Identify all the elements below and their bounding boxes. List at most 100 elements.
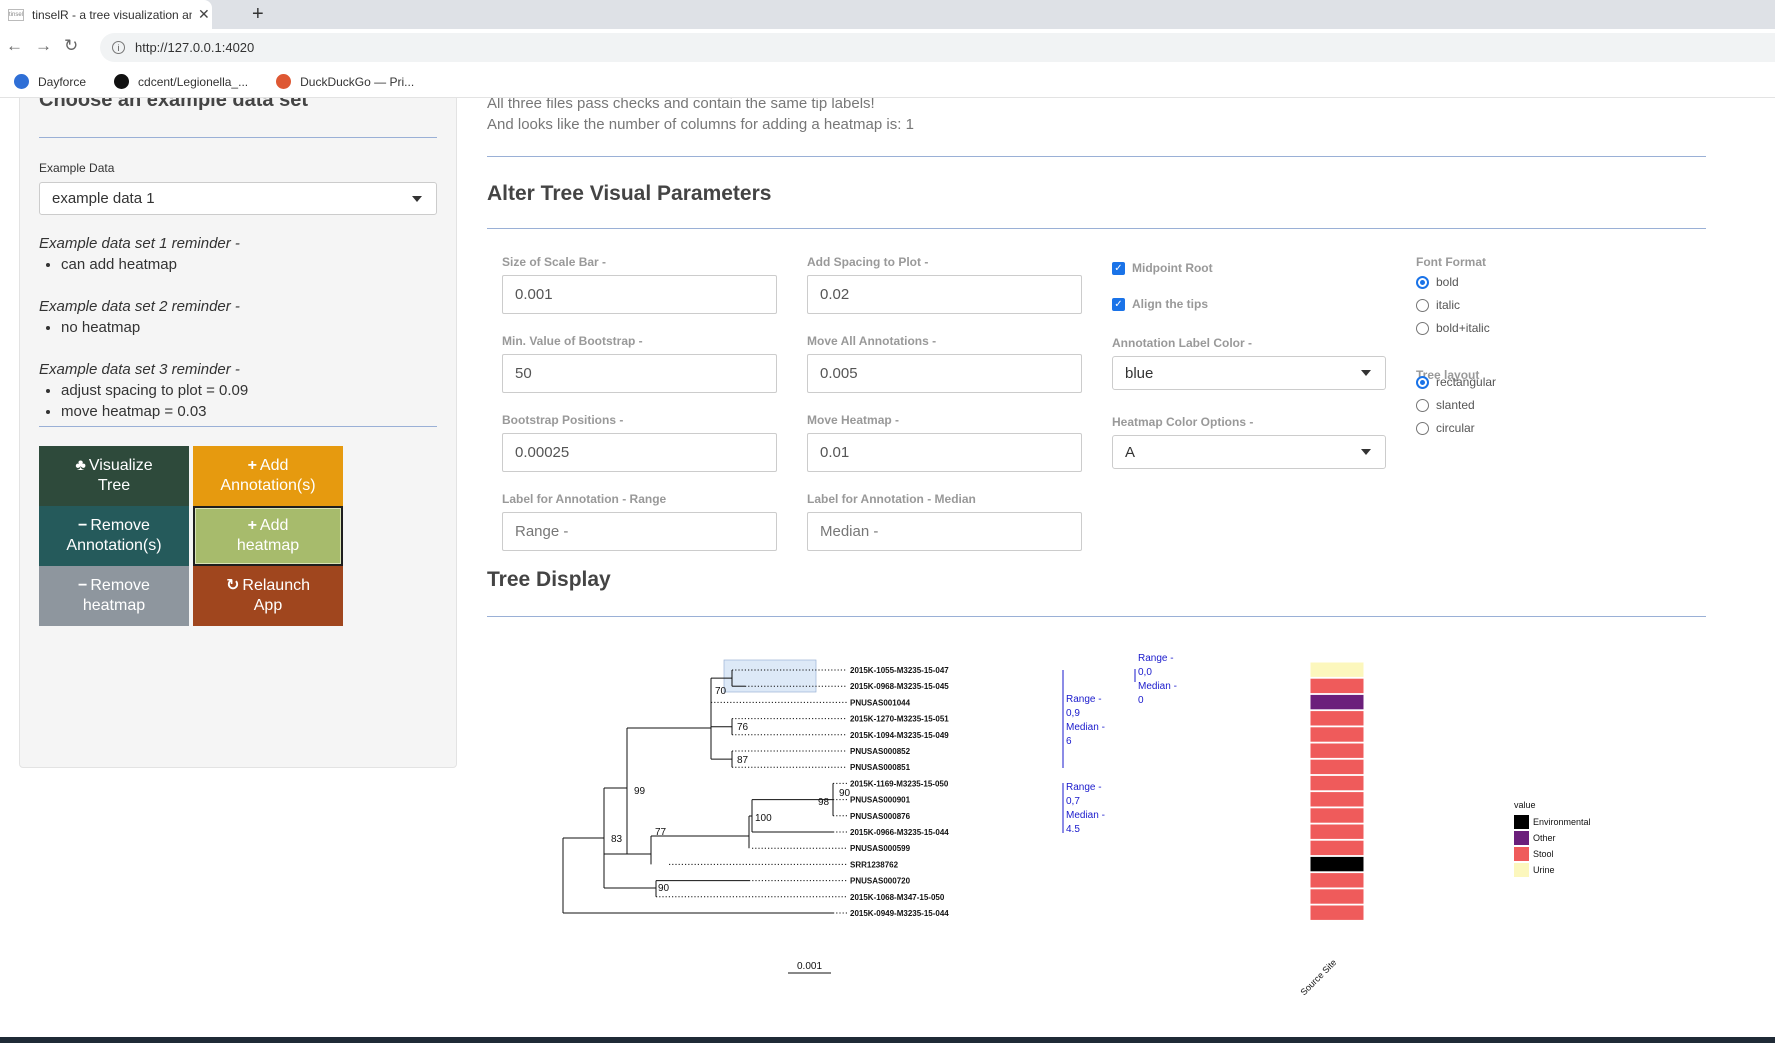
button-label-line: Annotation(s) — [220, 477, 316, 494]
align-tips-label: Align the tips — [1132, 297, 1208, 311]
close-tab-icon[interactable]: ✕ — [198, 6, 210, 22]
radio-label: rectangular — [1436, 375, 1497, 389]
refresh-icon: ↻ — [225, 577, 240, 594]
forward-icon[interactable]: → — [35, 36, 52, 55]
heatmap-cell — [1309, 693, 1365, 711]
reminder-item: can add heatmap — [61, 254, 240, 275]
align-tips-checkbox[interactable]: ✓ Align the tips — [1112, 297, 1208, 311]
heatmap-cell — [1309, 742, 1365, 759]
heatmap-cell — [1309, 726, 1365, 743]
midpoint-root-checkbox[interactable]: ✓ Midpoint Root — [1112, 261, 1213, 275]
annotation-text: 0 — [1138, 695, 1144, 706]
heatmap-cell — [1309, 710, 1365, 727]
remove-heatmap-button[interactable]: − Remove heatmap — [39, 566, 189, 626]
annotation-text: Median - — [1066, 722, 1105, 733]
annotation-color-select[interactable]: blue — [1112, 356, 1386, 390]
site-info-icon[interactable]: i — [112, 41, 125, 54]
tip-label: PNUSAS001044 — [850, 698, 911, 707]
bookmark-label: Dayforce — [38, 74, 87, 89]
example-data-value: example data 1 — [52, 190, 155, 207]
bookmark-item[interactable]: cdcent/Legionella_... — [114, 74, 248, 89]
button-label-line: Remove — [90, 577, 150, 594]
button-label-line: Annotation(s) — [66, 537, 162, 554]
tip-label: PNUSAS000901 — [850, 796, 911, 805]
annotation-text: 0,0 — [1138, 667, 1152, 678]
add-heatmap-button[interactable]: + Add heatmap — [193, 506, 343, 566]
heatmap-cell — [1309, 904, 1365, 921]
reminder-item: move heatmap = 0.03 — [61, 401, 248, 422]
tip-label: 2015K-1068-M347-15-050 — [850, 893, 945, 902]
annotation-text: 0,7 — [1066, 796, 1080, 807]
range-label-input[interactable]: Range - — [502, 512, 777, 551]
example-data-label: Example Data — [39, 161, 115, 175]
scale-bar-label: 0.001 — [797, 961, 822, 972]
legend-swatch — [1514, 863, 1529, 877]
tree-icon: ♣ — [75, 457, 86, 474]
font-format-radio[interactable]: italic — [1416, 298, 1460, 312]
tree-layout-radio[interactable]: circular — [1416, 421, 1475, 435]
button-label-line: App — [253, 597, 283, 614]
reminder-title: Example data set 1 reminder - — [39, 235, 240, 252]
sidebar-divider — [39, 137, 437, 138]
move-annotations-input[interactable]: 0.005 — [807, 354, 1082, 393]
bootstrap-min-input[interactable]: 50 — [502, 354, 777, 393]
dayforce-icon — [14, 74, 29, 89]
tree-layout-radio[interactable]: rectangular — [1416, 375, 1496, 389]
radio-label: italic — [1436, 298, 1461, 312]
add-annotations-button[interactable]: + Add Annotation(s) — [193, 446, 343, 506]
heatmap-color-select[interactable]: A — [1112, 435, 1386, 469]
legend-title: value — [1514, 800, 1536, 810]
reload-icon[interactable]: ↻ — [64, 36, 79, 55]
example-data-select[interactable]: example data 1 — [39, 182, 437, 215]
remove-annotations-button[interactable]: − Remove Annotation(s) — [39, 506, 189, 566]
tab-title: tinselR - a tree visualization and a — [32, 7, 192, 22]
reminder-2: Example data set 2 reminder - no heatmap — [39, 298, 240, 338]
chevron-down-icon — [1361, 449, 1371, 455]
bootstrap-value: 77 — [655, 827, 667, 838]
tip-label: SRR1238762 — [850, 860, 899, 869]
annotation-color-label: Annotation Label Color - — [1112, 336, 1252, 350]
heatmap-cell — [1309, 855, 1365, 873]
button-label-line: Add — [259, 517, 289, 534]
button-label-line: Tree — [97, 477, 131, 494]
move-heatmap-input[interactable]: 0.01 — [807, 433, 1082, 472]
font-format-radio[interactable]: bold+italic — [1416, 321, 1490, 335]
spacing-input[interactable]: 0.02 — [807, 275, 1082, 314]
scale-bar-label: Size of Scale Bar - — [502, 255, 607, 269]
median-label-label: Label for Annotation - Median — [807, 492, 976, 506]
radio-circle-icon — [1416, 321, 1429, 335]
tree-display-heading: Tree Display — [487, 568, 611, 591]
browser-tab[interactable]: tinsel tinselR - a tree visualization an… — [0, 0, 212, 29]
tree-layout-label: Tree layout — [1416, 368, 1480, 382]
bookmark-item[interactable]: Dayforce — [14, 74, 86, 89]
heatmap-cell — [1309, 872, 1365, 889]
back-icon[interactable]: ← — [6, 36, 23, 55]
radio-circle-icon — [1416, 375, 1429, 389]
legend-label: Stool — [1533, 849, 1554, 859]
legend-label: Other — [1533, 833, 1556, 843]
address-bar: ← → ↻ i http://127.0.0.1:4020 — [0, 29, 1775, 66]
heatmap-color-value: A — [1125, 443, 1136, 461]
tree-layout-radio[interactable]: slanted — [1416, 398, 1475, 412]
tree-plot: 2015K-1055-M3235-15-047 2015K-0968-M3235-… — [562, 653, 1591, 997]
annotation-text: 6 — [1066, 736, 1072, 747]
scale-bar-input[interactable]: 0.001 — [502, 275, 777, 314]
radio-label: bold+italic — [1436, 321, 1490, 335]
bootstrap-positions-input[interactable]: 0.00025 — [502, 433, 777, 472]
median-label-input[interactable]: Median - — [807, 512, 1082, 551]
tip-label: 2015K-1169-M3235-15-050 — [850, 779, 949, 788]
plus-icon: + — [247, 517, 257, 534]
annotation-text: Median - — [1066, 810, 1105, 821]
reminder-title: Example data set 3 reminder - — [39, 361, 240, 378]
heatmap-cell — [1309, 774, 1365, 792]
visualize-tree-button[interactable]: ♣ Visualize Tree — [39, 446, 189, 506]
bookmark-item[interactable]: DuckDuckGo — Pri... — [276, 74, 414, 89]
font-format-radio[interactable]: bold — [1416, 275, 1459, 289]
checkmark-icon: ✓ — [1112, 297, 1125, 311]
relaunch-app-button[interactable]: ↻ Relaunch App — [193, 566, 343, 626]
legend-swatch — [1514, 815, 1529, 829]
url-field[interactable]: i http://127.0.0.1:4020 — [100, 33, 1775, 62]
bootstrap-positions-label: Bootstrap Positions - — [502, 413, 624, 427]
new-tab-icon[interactable]: + — [252, 3, 264, 25]
bookmarks-bar: Dayforce cdcent/Legionella_... DuckDuckGo … — [0, 66, 1775, 98]
